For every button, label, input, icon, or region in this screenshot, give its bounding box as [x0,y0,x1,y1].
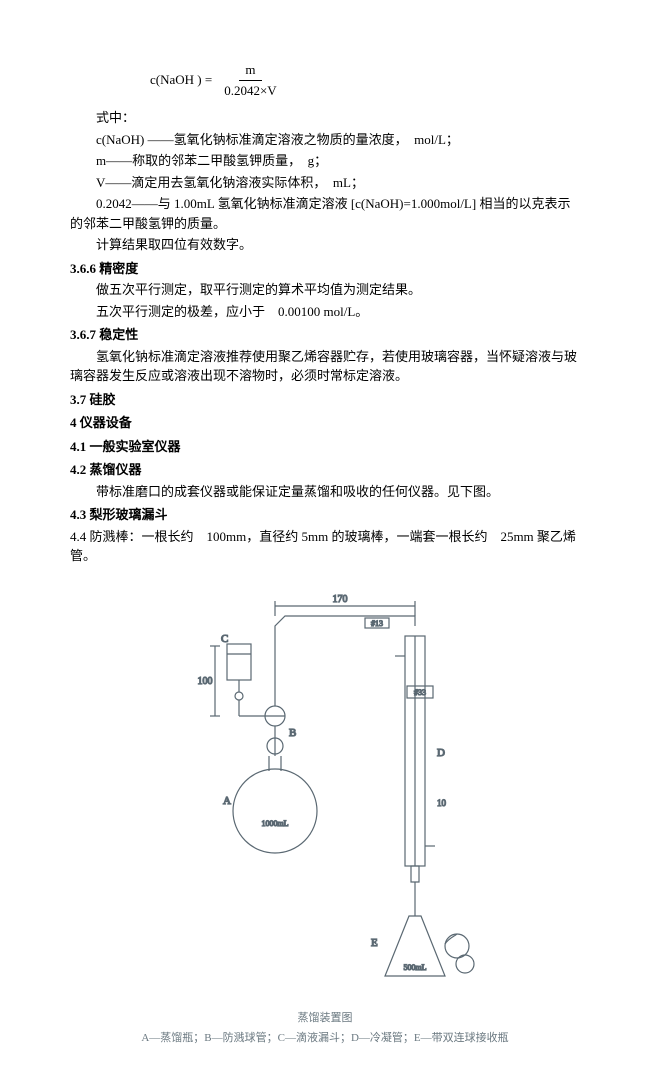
joint-label: #13 [371,619,383,628]
label-e: E [371,937,378,949]
text-line: 0.2042——与 1.00mL 氢氧化钠标准滴定溶液 [c(NaOH)=1.0… [70,194,580,233]
formula-fraction: m 0.2042×V [218,60,282,100]
dim-label: 170 [333,594,348,605]
heading-367: 3.6.7 稳定性 [70,325,580,345]
label-d: D [437,747,445,759]
text-line: 做五次平行测定，取平行测定的算术平均值为测定结果。 [70,280,580,300]
text-line: m——称取的邻苯二甲酸氢钾质量， g； [70,151,580,171]
text-line: 计算结果取四位有效数字。 [70,235,580,255]
text-line: 五次平行测定的极差，应小于 0.00100 mol/L。 [70,302,580,322]
heading-4: 4 仪器设备 [70,413,580,433]
text-line: V——滴定用去氢氧化钠溶液实际体积， mL； [70,173,580,193]
formula-numerator: m [239,60,261,81]
text-line: 氢氧化钠标准滴定溶液推荐使用聚乙烯容器贮存，若使用玻璃容器，当怀疑溶液与玻璃容器… [70,347,580,386]
flask-volume: 1000mL [261,819,288,828]
text-line: 带标准磨口的成套仪器或能保证定量蒸馏和吸收的任何仪器。见下图。 [70,482,580,502]
heading-41: 4.1 一般实验室仪器 [70,437,580,457]
distillation-diagram: 170 #13 100 C B A 1000mL [165,586,485,1006]
heading-37: 3.7 硅胶 [70,390,580,410]
label-c: C [221,633,228,645]
label-b: B [289,727,296,739]
text-line-44: 4.4 防溅棒：一根长约 100mm，直径约 5mm 的玻璃棒，一端套一根长约 … [70,527,580,566]
formula-cnaoh: c(NaOH ) = m 0.2042×V [150,60,580,100]
text-line: 式中： [70,108,580,128]
figure-title: 蒸馏装置图 [70,1010,580,1027]
recv-volume: 500mL [403,963,426,972]
label-a: A [223,795,231,807]
text-line: c(NaOH) ——氢氧化钠标准滴定溶液之物质的量浓度， mol/L； [70,130,580,150]
heading-366: 3.6.6 精密度 [70,259,580,279]
heading-43: 4.3 梨形玻璃漏斗 [70,505,580,525]
joint-label: #33 [414,688,426,697]
formula-denominator: 0.2042×V [218,81,282,101]
ref-label: 10 [437,798,447,808]
formula-lhs: c(NaOH ) = [150,70,212,90]
figure-legend: A—蒸馏瓶；B—防溅球管；C—滴液漏斗；D—冷凝管；E—带双连球接收瓶 [70,1030,580,1047]
heading-42: 4.2 蒸馏仪器 [70,460,580,480]
dim-label: 100 [198,676,213,687]
